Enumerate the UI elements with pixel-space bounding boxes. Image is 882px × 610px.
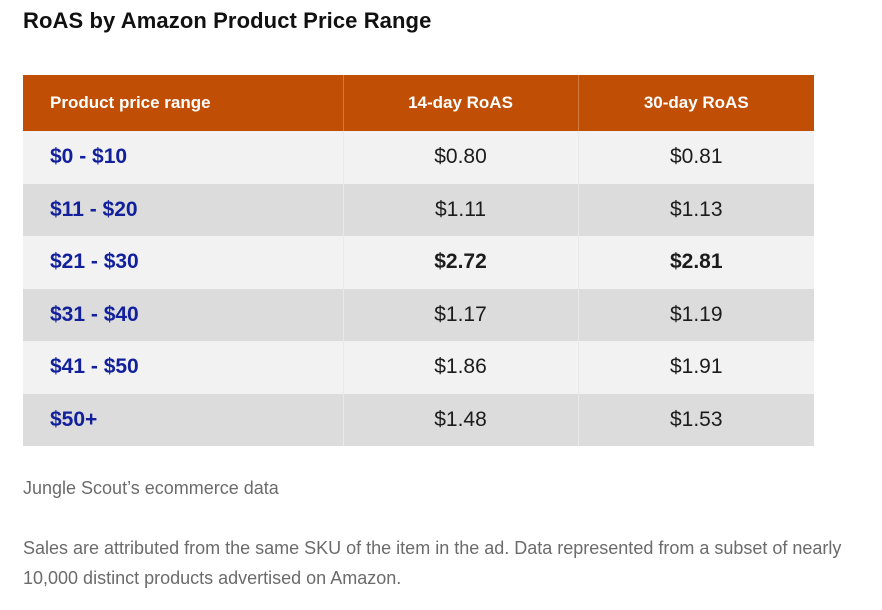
table-row: $41 - $50 $1.86 $1.91 <box>23 341 814 394</box>
roas-30-day-cell: $2.81 <box>669 250 723 274</box>
price-range-cell: $21 - $30 <box>23 236 344 289</box>
roas-30-day-cell: $1.19 <box>669 302 723 326</box>
roas-14-day-cell: $1.86 <box>343 341 579 394</box>
table-row: $31 - $40 $1.17 $1.19 <box>23 288 814 341</box>
table-header-row: Product price range 14-day RoAS 30-day R… <box>23 75 814 131</box>
page-title: RoAS by Amazon Product Price Range <box>23 8 432 33</box>
roas-14-day-cell: $2.72 <box>343 236 579 289</box>
roas-14-day-cell: $1.17 <box>343 288 579 341</box>
column-header-price-range: Product price range <box>23 75 344 131</box>
roas-30-day-cell: $1.53 <box>669 407 723 431</box>
table-row: $0 - $10 $0.80 $0.81 <box>23 131 814 184</box>
roas-30-day-cell: $0.81 <box>669 145 723 169</box>
price-range-cell: $31 - $40 <box>23 288 344 341</box>
column-header-14-day-roas: 14-day RoAS <box>343 75 579 131</box>
table-row-highlighted: $21 - $30 $2.72 $2.81 <box>23 236 814 289</box>
price-range-cell: $0 - $10 <box>23 131 344 184</box>
price-range-cell: $50+ <box>23 393 344 446</box>
column-header-30-day-roas: 30-day RoAS <box>643 93 749 112</box>
roas-table: Product price range 14-day RoAS 30-day R… <box>23 75 814 446</box>
roas-14-day-cell: $1.48 <box>343 393 579 446</box>
source-caption: Jungle Scout’s ecommerce data <box>23 478 279 498</box>
price-range-cell: $11 - $20 <box>23 183 344 236</box>
roas-14-day-cell: $1.11 <box>343 183 579 236</box>
table-row: $11 - $20 $1.11 $1.13 <box>23 183 814 236</box>
roas-30-day-cell: $1.91 <box>669 355 723 379</box>
price-range-cell: $41 - $50 <box>23 341 344 394</box>
methodology-note: Sales are attributed from the same SKU o… <box>23 538 842 588</box>
roas-30-day-cell: $1.13 <box>669 197 723 221</box>
roas-14-day-cell: $0.80 <box>343 131 579 184</box>
table-row: $50+ $1.48 $1.53 <box>23 393 814 446</box>
